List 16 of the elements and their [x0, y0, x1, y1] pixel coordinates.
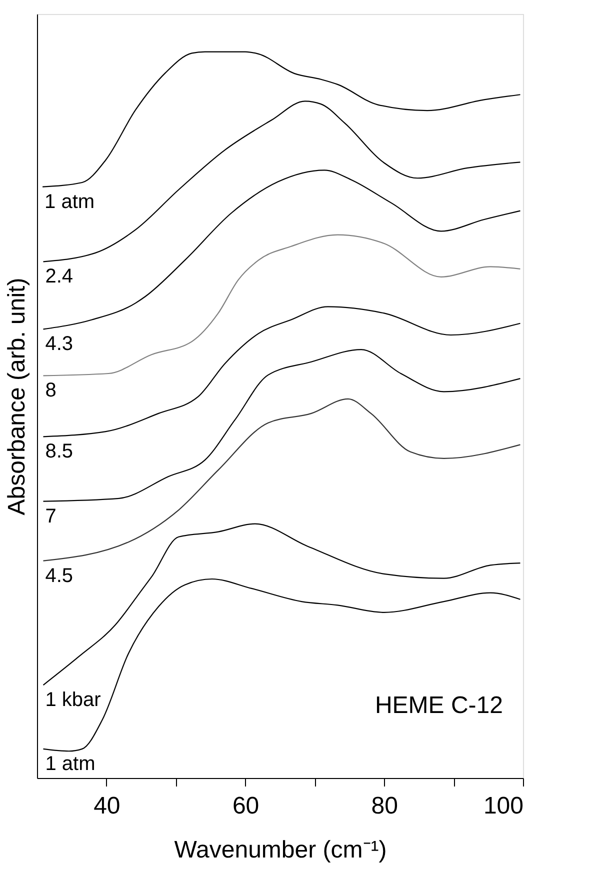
series-label: 4.3: [45, 333, 74, 356]
y-axis-title: Absorbance (arb. unit): [4, 278, 30, 516]
series-label: 8: [45, 380, 56, 402]
x-tick-label: 100: [483, 792, 524, 820]
series-label: 2.4: [45, 266, 74, 288]
series-label: 1 atm: [45, 752, 96, 775]
x-tick-label: 60: [232, 792, 260, 820]
x-axis-title: Wavenumber (cm⁻¹): [174, 836, 387, 864]
annotation: HEME C-12: [374, 692, 503, 719]
series-label: 4.5: [45, 564, 74, 587]
series-label: 1 kbar: [45, 689, 102, 712]
x-tick-label: 80: [371, 792, 398, 820]
series-label: 1 atm: [44, 190, 95, 213]
series-label: 8.5: [45, 440, 74, 463]
series-label: 7: [45, 505, 56, 528]
x-tick-label: 40: [94, 792, 120, 820]
